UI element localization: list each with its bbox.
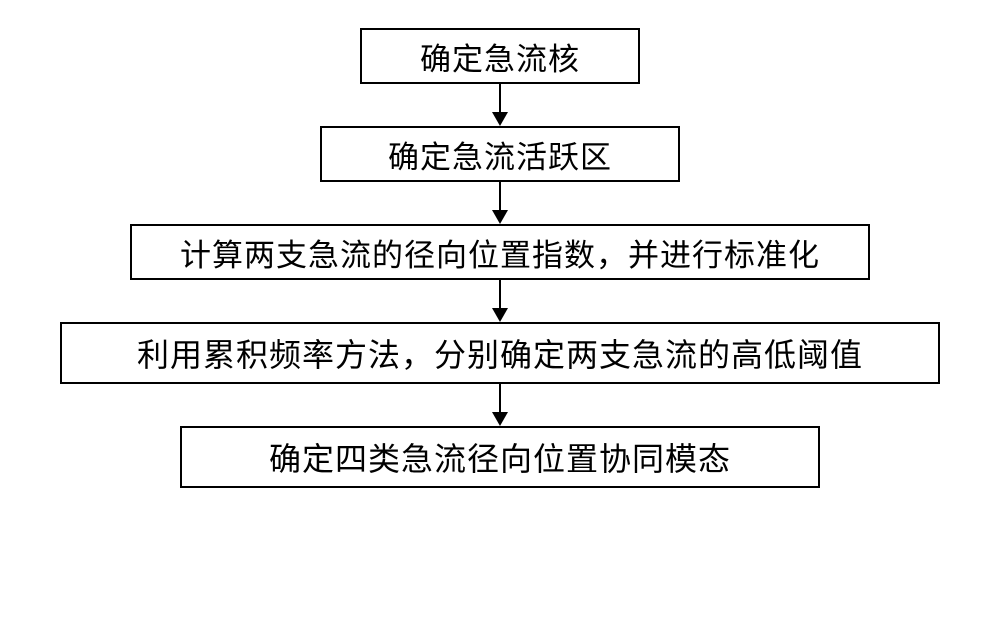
- arrow-line: [499, 84, 501, 112]
- arrow-line: [499, 384, 501, 412]
- node-1-label: 确定急流核: [420, 34, 580, 79]
- arrow-1-to-2: [492, 84, 508, 126]
- arrow-head-icon: [492, 412, 508, 426]
- node-4-label: 利用累积频率方法，分别确定两支急流的高低阈值: [137, 330, 863, 376]
- arrow-head-icon: [492, 112, 508, 126]
- node-5-label: 确定四类急流径向位置协同模态: [269, 434, 731, 480]
- arrow-line: [499, 280, 501, 308]
- arrow-2-to-3: [492, 182, 508, 224]
- node-3-label: 计算两支急流的径向位置指数，并进行标准化: [180, 230, 820, 275]
- arrow-head-icon: [492, 210, 508, 224]
- flowchart-node-4: 利用累积频率方法，分别确定两支急流的高低阈值: [60, 322, 940, 384]
- arrow-4-to-5: [492, 384, 508, 426]
- flowchart-node-5: 确定四类急流径向位置协同模态: [180, 426, 820, 488]
- node-2-label: 确定急流活跃区: [388, 132, 612, 177]
- flowchart-node-3: 计算两支急流的径向位置指数，并进行标准化: [130, 224, 870, 280]
- flowchart-node-2: 确定急流活跃区: [320, 126, 680, 182]
- arrow-head-icon: [492, 308, 508, 322]
- arrow-line: [499, 182, 501, 210]
- flowchart-node-1: 确定急流核: [360, 28, 640, 84]
- arrow-3-to-4: [492, 280, 508, 322]
